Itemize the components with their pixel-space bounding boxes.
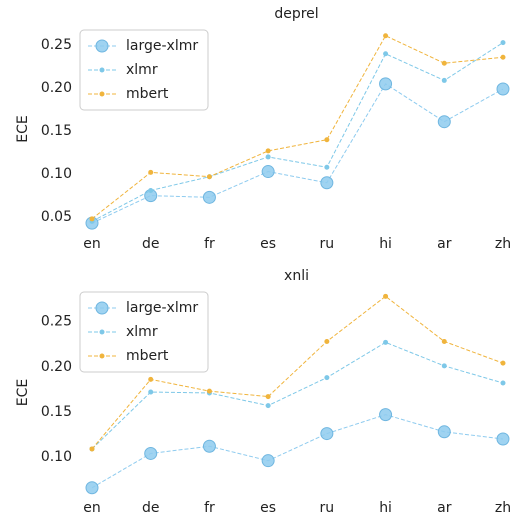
y-tick-label: 0.25 bbox=[41, 37, 72, 53]
data-point bbox=[206, 174, 212, 180]
series-line bbox=[91, 295, 504, 450]
data-point bbox=[144, 446, 158, 460]
data-point bbox=[437, 425, 451, 439]
series-line bbox=[91, 42, 504, 222]
data-point bbox=[441, 338, 447, 344]
x-tick-label: es bbox=[260, 500, 276, 515]
data-point bbox=[261, 454, 275, 468]
legend-label: large-xlmr bbox=[126, 38, 198, 54]
x-tick-label: es bbox=[260, 236, 276, 252]
legend-label: xlmr bbox=[126, 62, 158, 78]
data-point bbox=[265, 154, 271, 160]
subplot-title: deprel bbox=[274, 6, 318, 22]
subplot: deprel ECE 0.05 0.10 0.15 0.20 0.25 en de fr es ru h… bbox=[15, 6, 511, 252]
data-point bbox=[324, 164, 330, 170]
legend-label: large-xlmr bbox=[126, 300, 198, 316]
x-tick-label: zh bbox=[495, 500, 511, 515]
x-tick-label: fr bbox=[204, 236, 215, 252]
series-line bbox=[91, 35, 504, 220]
data-point bbox=[148, 169, 154, 175]
data-point bbox=[320, 427, 334, 441]
data-point bbox=[500, 40, 506, 46]
data-point bbox=[437, 115, 451, 129]
data-point bbox=[441, 77, 447, 83]
legend-marker bbox=[95, 301, 109, 315]
x-tick-label: hi bbox=[379, 500, 392, 515]
y-tick-label: 0.05 bbox=[41, 209, 72, 225]
data-point bbox=[148, 389, 154, 395]
legend-label: xlmr bbox=[126, 324, 158, 340]
data-point bbox=[383, 339, 389, 345]
data-point bbox=[383, 293, 389, 299]
data-point bbox=[202, 190, 216, 204]
data-point bbox=[148, 376, 154, 382]
legend-box bbox=[79, 291, 209, 373]
x-tick-label: ru bbox=[320, 236, 335, 252]
data-point bbox=[320, 176, 334, 190]
legend-marker bbox=[99, 329, 105, 335]
data-point bbox=[202, 439, 216, 453]
y-axis-label: ECE bbox=[15, 379, 31, 406]
data-point bbox=[148, 187, 154, 193]
data-point bbox=[500, 360, 506, 366]
data-point bbox=[496, 82, 510, 96]
y-tick-label: 0.20 bbox=[41, 80, 72, 96]
data-point bbox=[85, 481, 99, 495]
subplot: xnli ECE 0.10 0.15 0.20 0.25 en de fr es ru hi ar zh l… bbox=[15, 268, 511, 515]
subplot-title: xnli bbox=[284, 268, 309, 284]
data-point bbox=[441, 60, 447, 66]
data-point bbox=[324, 375, 330, 381]
y-tick-label: 0.25 bbox=[41, 314, 72, 330]
data-point bbox=[206, 388, 212, 394]
data-point bbox=[500, 380, 506, 386]
legend-marker bbox=[99, 353, 105, 359]
series-line bbox=[91, 414, 504, 489]
legend-marker bbox=[99, 67, 105, 73]
x-tick-label: zh bbox=[495, 236, 511, 252]
data-point bbox=[265, 148, 271, 154]
legend-box bbox=[79, 29, 209, 111]
data-point bbox=[261, 165, 275, 179]
y-tick-label: 0.10 bbox=[41, 449, 72, 465]
y-axis-label: ECE bbox=[15, 115, 31, 142]
x-tick-label: de bbox=[142, 236, 160, 252]
data-point bbox=[496, 432, 510, 446]
data-point bbox=[89, 216, 95, 222]
data-point bbox=[500, 54, 506, 60]
legend-label: mbert bbox=[126, 86, 169, 102]
data-point bbox=[379, 77, 393, 91]
data-point bbox=[383, 51, 389, 57]
legend-marker bbox=[95, 39, 109, 53]
data-point bbox=[265, 403, 271, 409]
data-point bbox=[379, 408, 393, 422]
data-point bbox=[441, 363, 447, 369]
data-point bbox=[89, 446, 95, 452]
data-point bbox=[324, 338, 330, 344]
data-point bbox=[383, 33, 389, 39]
y-tick-label: 0.20 bbox=[41, 359, 72, 375]
legend-marker bbox=[99, 91, 105, 97]
data-point bbox=[265, 394, 271, 400]
legend-label: mbert bbox=[126, 348, 169, 364]
y-tick-label: 0.15 bbox=[41, 123, 72, 139]
x-tick-label: en bbox=[83, 500, 101, 515]
y-tick-label: 0.15 bbox=[41, 404, 72, 420]
x-tick-label: fr bbox=[204, 500, 215, 515]
data-point bbox=[324, 137, 330, 143]
x-tick-label: de bbox=[142, 500, 160, 515]
x-tick-label: hi bbox=[379, 236, 392, 252]
x-tick-label: ar bbox=[437, 500, 452, 515]
y-tick-label: 0.10 bbox=[41, 166, 72, 182]
x-tick-label: ru bbox=[320, 500, 335, 515]
x-tick-label: en bbox=[83, 236, 101, 252]
series-line bbox=[91, 83, 504, 224]
x-tick-label: ar bbox=[437, 236, 452, 252]
series-line bbox=[91, 341, 504, 450]
